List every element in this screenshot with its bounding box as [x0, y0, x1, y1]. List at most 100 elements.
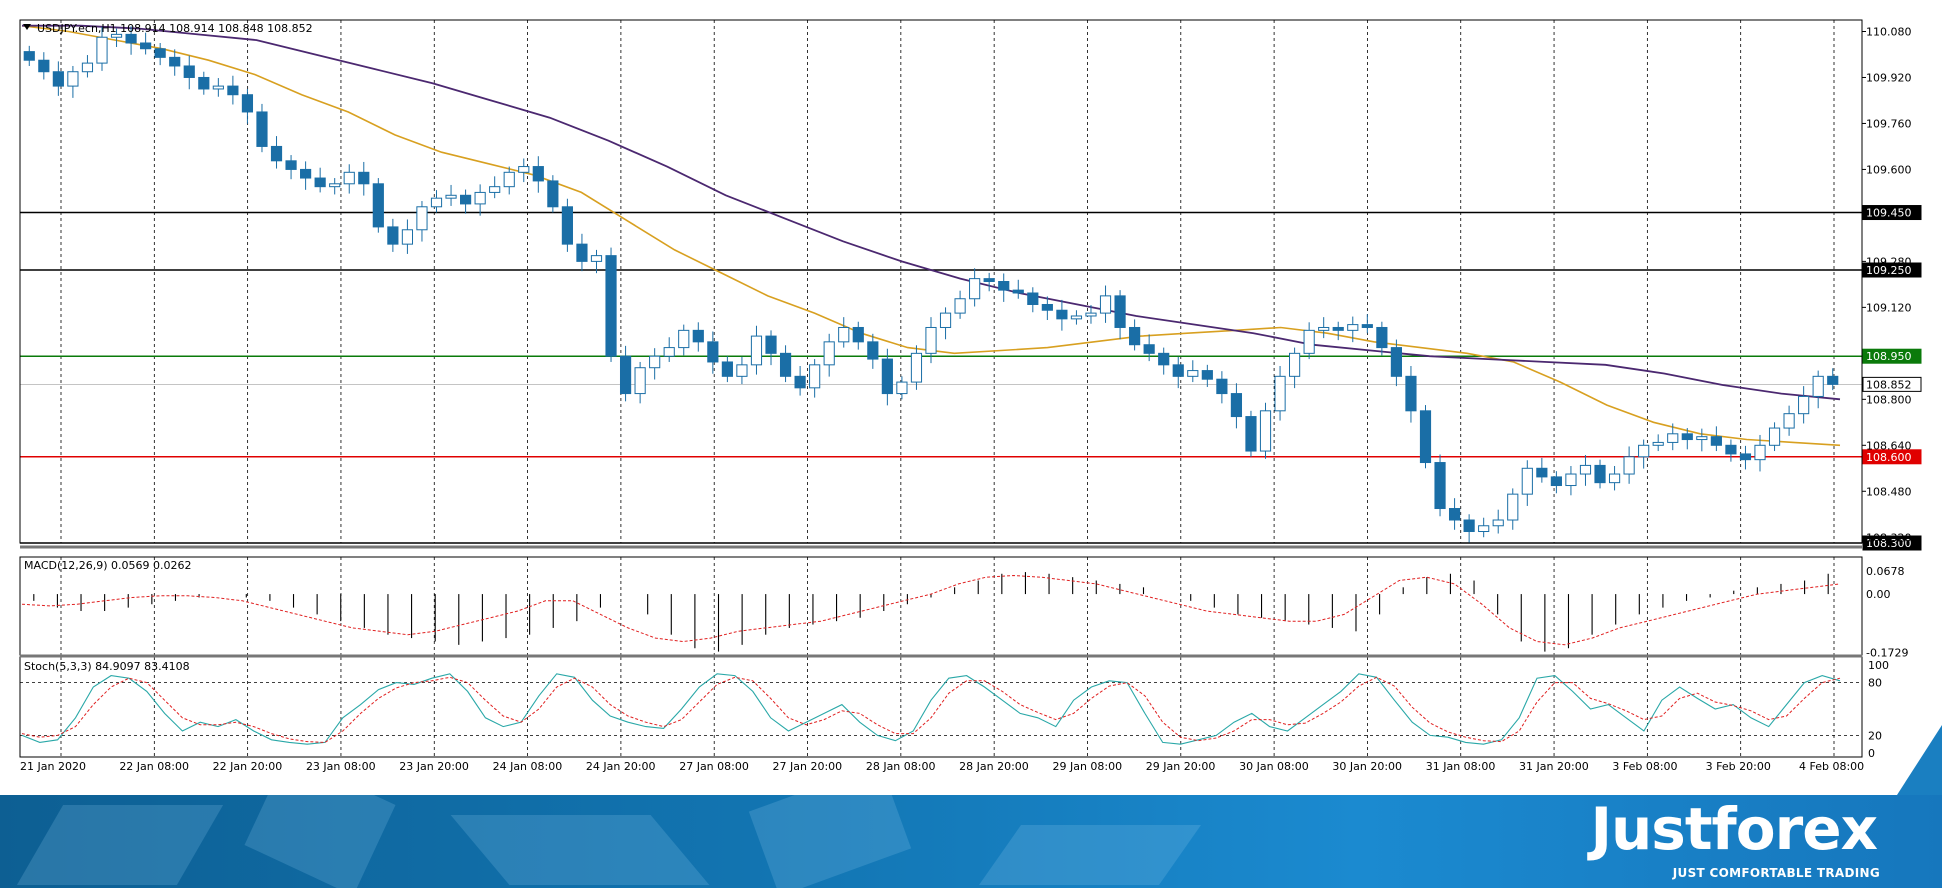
price-tick-label: 109.120	[1866, 301, 1912, 314]
stoch-title: Stoch(5,3,3) 84.9097 83.4108	[24, 660, 190, 673]
stoch-tick-label: 80	[1868, 677, 1882, 690]
candle-body	[300, 168, 312, 179]
candle-body	[401, 229, 414, 245]
time-label: 31 Jan 08:00	[1426, 760, 1496, 773]
panel-frame	[19, 19, 1863, 544]
candle-body	[910, 352, 923, 383]
level-label: 108.600	[1866, 451, 1912, 464]
candle-body	[518, 166, 530, 173]
price-tick-label: 108.320	[1866, 531, 1912, 544]
stoch-signal-line	[21, 676, 1841, 743]
candle-body	[489, 186, 501, 193]
candle-body	[125, 33, 137, 44]
candle-body	[954, 298, 966, 314]
time-label: 24 Jan 08:00	[493, 760, 563, 773]
candle-body	[1041, 303, 1053, 311]
candle-body	[1434, 462, 1446, 510]
candle-body	[998, 281, 1010, 291]
candle-body	[1448, 508, 1461, 521]
candle-body	[1521, 467, 1533, 495]
macd-panel	[21, 572, 1841, 652]
candle-body	[1710, 436, 1722, 446]
candle-body	[925, 326, 937, 354]
candle-body	[227, 85, 239, 96]
candle-body	[619, 355, 632, 395]
candle-body	[1492, 519, 1504, 527]
candle-body	[23, 51, 35, 61]
ma-fast-line	[21, 24, 1841, 447]
panel-frame	[19, 656, 1863, 758]
candle-body	[794, 375, 806, 389]
candle-body	[1085, 312, 1097, 317]
candle-body	[1027, 292, 1039, 305]
candle-body	[1143, 344, 1155, 354]
time-label: 3 Feb 08:00	[1612, 760, 1677, 773]
candle-body	[1652, 441, 1664, 446]
candle-body	[358, 171, 370, 185]
candle-body	[867, 341, 879, 360]
candle-body	[1201, 370, 1213, 380]
candle-body	[852, 326, 864, 343]
candle-body	[1114, 295, 1126, 328]
candle-body	[721, 361, 733, 377]
candle-body	[1638, 444, 1650, 458]
stoch-tick-label: 100	[1868, 659, 1889, 672]
candle-body	[285, 160, 297, 170]
candle-body	[445, 194, 457, 199]
candle-body	[1681, 433, 1693, 441]
candle-body	[96, 36, 108, 64]
candle-body	[416, 206, 428, 231]
candle-body	[1419, 410, 1432, 464]
candle-body	[270, 145, 283, 162]
main-title: USDJPY.ecn,H1 108.914 108.914 108.848 10…	[37, 22, 313, 35]
level-tag	[1862, 205, 1922, 221]
candle-body	[605, 255, 617, 357]
candle-body	[1289, 352, 1301, 377]
time-label: 31 Jan 20:00	[1519, 760, 1589, 773]
time-label: 29 Jan 08:00	[1052, 760, 1122, 773]
candle-body	[372, 183, 384, 228]
macd-tick-label: 0.00	[1866, 588, 1891, 601]
candle-body	[154, 48, 166, 58]
candle-body	[212, 85, 224, 90]
brand-logo: Justforex	[1590, 795, 1878, 863]
time-label: 3 Feb 20:00	[1706, 760, 1771, 773]
candle-body	[241, 94, 254, 113]
dropdown-icon[interactable]	[23, 24, 31, 30]
candle-body	[1216, 378, 1228, 395]
candle-body	[1812, 375, 1824, 397]
candle-body	[1739, 453, 1752, 461]
candle-body	[1768, 427, 1781, 446]
panel-frame	[19, 556, 1863, 656]
candle-body	[1332, 326, 1344, 331]
candle-body	[590, 255, 603, 262]
price-tick-label: 108.800	[1866, 393, 1912, 406]
candle-body	[314, 177, 326, 188]
candle-body	[969, 278, 981, 300]
candle-body	[1187, 370, 1199, 377]
candle-body	[1550, 476, 1562, 487]
candle-body	[1158, 352, 1170, 366]
time-label: 30 Jan 08:00	[1239, 760, 1309, 773]
price-tick-label: 108.640	[1866, 439, 1912, 452]
chart-canvas: 109.450 109.250 108.950 108.852 108.600 108.3…	[19, 19, 1922, 773]
candle-body	[38, 59, 50, 73]
candle-body	[1012, 289, 1024, 294]
candle-body	[256, 111, 268, 147]
macd-title: MACD(12,26,9) 0.0569 0.0262	[24, 559, 192, 572]
candle-body	[1056, 309, 1068, 320]
candle-body	[663, 347, 675, 357]
level-label: 108.950	[1866, 350, 1912, 363]
ma-slow-line	[22, 24, 1841, 401]
candle-body	[736, 364, 748, 377]
stoch-main-line	[21, 673, 1841, 745]
level-tag	[1862, 348, 1922, 364]
candle-body	[183, 65, 195, 78]
candle-body	[67, 71, 79, 87]
candle-body	[343, 171, 355, 185]
candle-body	[1230, 393, 1243, 418]
candle-body	[692, 329, 704, 343]
candle-body	[707, 341, 719, 363]
candle-body	[838, 326, 850, 343]
candle-body	[1696, 436, 1708, 441]
